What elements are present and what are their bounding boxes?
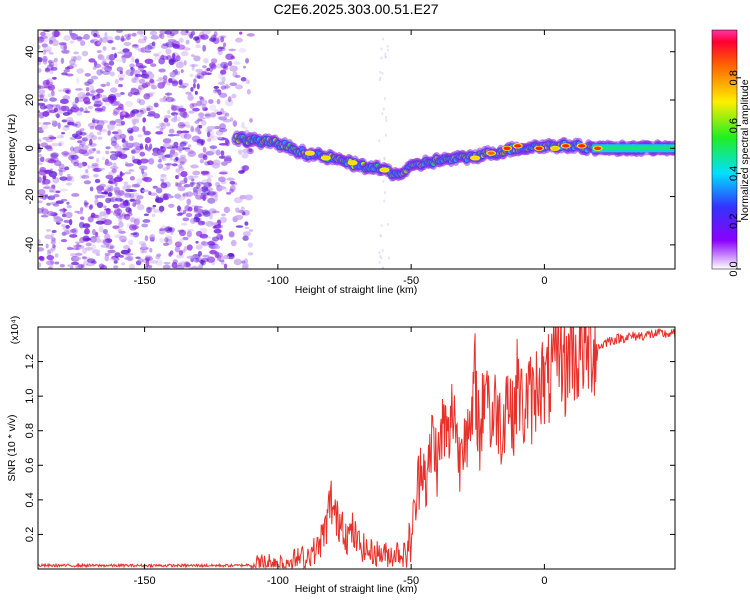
colorbar-gradient (711, 29, 738, 270)
spectrogram-xtick-label: -50 (403, 275, 419, 287)
snr-xlabel: Height of straight line (km) (295, 583, 418, 595)
colorbar-tick-label: 0.4 (728, 166, 740, 181)
spectrogram-ytick-label: -20 (24, 189, 36, 205)
snr-ytick-label: 1.2 (24, 354, 36, 369)
colorbar: 0.0 0.2 0.4 0.6 0.8 Normalized spectral ampl… (711, 29, 750, 277)
snr-ytick-label: 0.2 (24, 527, 36, 542)
snr-ytick-label: 0.4 (24, 492, 36, 507)
spectrogram-xlabel: Height of straight line (km) (295, 284, 418, 296)
snr-ylabel: SNR (10 * v/v) (6, 414, 18, 481)
spectrogram-ytick-label: -40 (24, 237, 36, 253)
snr-xtick-label: 0 (541, 575, 547, 587)
snr-ytick-label: 1.0 (24, 388, 36, 403)
spectrogram-frame (37, 29, 676, 270)
spectrogram-ytick-label: 20 (24, 94, 36, 106)
snr-xtick-label: -100 (267, 575, 289, 587)
spectrogram-xtick-label: 0 (541, 275, 547, 287)
snr-ytick-label: 0.6 (24, 458, 36, 473)
snr-plot-area (38, 327, 675, 569)
snr-xtick-label: -50 (403, 575, 419, 587)
figure-title: C2E6.2025.303.00.51.E27 (273, 1, 438, 17)
colorbar-tick-label: 0.6 (728, 118, 740, 133)
snr-xtick-label: -150 (134, 575, 156, 587)
spectrogram-xtick-label: -100 (267, 275, 289, 287)
colorbar-tick-label: 0.8 (728, 70, 740, 85)
colorbar-label: Normalized spectral amplitude (739, 79, 750, 220)
snr-ytick-label: 0.8 (24, 423, 36, 438)
colorbar-tick-label: 0.2 (728, 214, 740, 229)
spectrogram-ylabel: Frequency (Hz) (6, 114, 18, 186)
colorbar-tick-label: 0.0 (728, 261, 740, 276)
snr-frame (37, 326, 676, 570)
spectrogram-heatmap (38, 30, 675, 269)
spectrogram-panel: -150 -100 -50 0 -40 -20 0 20 40 Height of strai… (6, 29, 676, 296)
spectrogram-xtick-label: -150 (134, 275, 156, 287)
spectrogram-ytick-label: 40 (24, 46, 36, 58)
snr-yscale-label: (x10⁴) (9, 316, 21, 344)
spectrogram-ytick-label: 0 (24, 145, 36, 151)
snr-panel: -150 -100 -50 0 0.2 0.4 0.6 0.8 1.0 1.2 Height o… (6, 316, 676, 595)
